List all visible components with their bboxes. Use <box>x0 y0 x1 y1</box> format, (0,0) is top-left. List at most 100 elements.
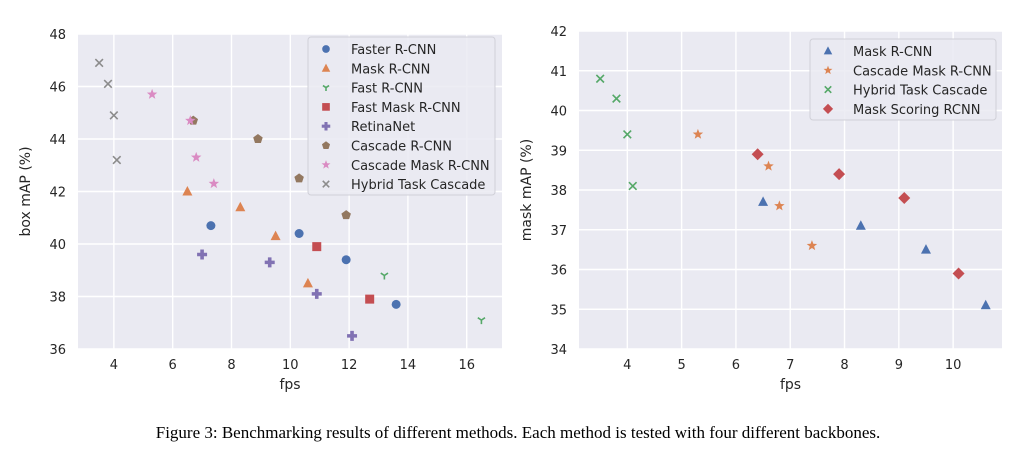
x-tick-label: 6 <box>732 358 740 373</box>
legend-label: Fast Mask R-CNN <box>351 101 461 116</box>
x-tick-label: 10 <box>282 358 299 373</box>
legend-box <box>809 38 997 121</box>
legend-label: RetinaNet <box>351 120 415 135</box>
data-point <box>103 79 113 89</box>
legend-marker <box>823 65 833 75</box>
data-point <box>302 277 313 288</box>
data-point <box>898 191 911 204</box>
series-hybrid-task-cascade <box>94 58 122 165</box>
y-tick-label: 42 <box>49 186 66 201</box>
x-tick-label: 7 <box>786 358 794 373</box>
series-mask-scoring-rcnn <box>751 148 965 280</box>
legend-marker <box>823 46 833 55</box>
y-tick-label: 46 <box>49 81 66 96</box>
series-fast-r-cnn <box>380 272 486 325</box>
x-tick-label: 8 <box>227 358 235 373</box>
data-point <box>190 151 202 162</box>
series-hybrid-task-cascade <box>595 74 638 191</box>
series-faster-r-cnn <box>206 221 401 309</box>
y-tick-label: 48 <box>49 28 66 43</box>
legend-marker <box>321 141 331 149</box>
legend-marker <box>322 180 330 188</box>
y-tick-label: 38 <box>550 184 567 199</box>
data-point <box>692 128 704 139</box>
x-tick-label: 10 <box>945 358 962 373</box>
y-tick-label: 40 <box>550 105 567 120</box>
y-tick-label: 35 <box>550 303 567 318</box>
data-point <box>595 74 605 84</box>
data-point <box>206 221 216 231</box>
y-tick-label: 37 <box>550 224 567 239</box>
legend-label: Mask R-CNN <box>853 45 932 60</box>
x-tick-label: 9 <box>895 358 903 373</box>
legend-label: Hybrid Task Cascade <box>351 178 485 193</box>
data-point <box>477 317 486 325</box>
data-point <box>146 88 158 99</box>
series-cascade-mask-r-cnn <box>692 128 818 251</box>
data-point <box>920 244 931 254</box>
legend-label: Fast R-CNN <box>351 82 423 97</box>
data-point <box>391 299 401 309</box>
y-axis-label: mask mAP (%) <box>519 139 535 241</box>
data-point <box>347 330 358 341</box>
series-mask-r-cnn <box>758 196 991 310</box>
legend-marker <box>322 84 330 91</box>
legend-label: Cascade R-CNN <box>351 140 452 155</box>
data-point <box>294 173 304 183</box>
legend-label: Cascade Mask R-CNN <box>351 159 490 174</box>
data-point <box>758 196 769 206</box>
data-point <box>980 299 991 310</box>
legend-marker <box>824 85 832 94</box>
data-point <box>294 229 304 238</box>
data-point <box>185 115 196 126</box>
figure-caption: Figure 3: Benchmarking results of differ… <box>155 423 881 442</box>
data-point <box>365 294 375 304</box>
data-point <box>806 240 818 251</box>
data-point <box>311 288 322 299</box>
x-tick-label: 6 <box>169 358 177 373</box>
data-point <box>208 178 220 189</box>
series-retinanet <box>197 249 358 341</box>
x-tick-label: 4 <box>110 358 118 373</box>
legend-marker <box>822 103 834 114</box>
chart-2: 4 5 6 7 8 9 10 34 35 36 37 38 39 40 41 42 fps mask mAP (%… <box>519 25 1002 393</box>
data-point <box>612 94 621 103</box>
data-point <box>235 201 246 212</box>
y-tick-label: 44 <box>49 133 66 148</box>
legend-marker <box>321 63 331 72</box>
data-point <box>751 148 764 161</box>
data-point <box>312 242 322 252</box>
legend-label: Faster R-CNN <box>351 43 436 58</box>
data-point <box>380 272 389 280</box>
x-tick-label: 8 <box>840 358 848 373</box>
data-point <box>197 249 208 260</box>
legend-marker <box>321 160 331 169</box>
legend-label: Hybrid Task Cascade <box>853 84 987 99</box>
data-point <box>112 155 122 165</box>
data-point <box>833 168 846 181</box>
x-axis-label: fps <box>780 377 801 393</box>
legend-label: Mask Scoring RCNN <box>853 103 980 118</box>
y-tick-label: 39 <box>550 144 567 159</box>
series-fast-mask-r-cnn <box>312 242 375 304</box>
data-point <box>763 160 774 171</box>
y-axis-label: box mAP (%) <box>18 146 34 236</box>
data-point <box>94 58 104 68</box>
x-tick-label: 4 <box>623 358 631 373</box>
data-point <box>341 210 351 220</box>
x-axis-label: fps <box>279 377 300 393</box>
data-point <box>952 267 965 280</box>
legend: Faster R-CNN Mask R-CNN Fast R-CNN Fast Mas… <box>307 36 496 196</box>
legend: Mask R-CNN Cascade Mask R-CNN Hybrid Task … <box>809 38 997 121</box>
x-tick-label: 14 <box>400 358 417 373</box>
data-point <box>622 129 632 139</box>
data-point <box>182 186 193 196</box>
legend-marker <box>321 121 331 131</box>
series-cascade-r-cnn <box>188 115 351 220</box>
x-tick-label: 5 <box>677 358 685 373</box>
legend-label: Mask R-CNN <box>351 62 430 77</box>
legend-box <box>307 36 496 196</box>
data-point <box>109 111 119 120</box>
